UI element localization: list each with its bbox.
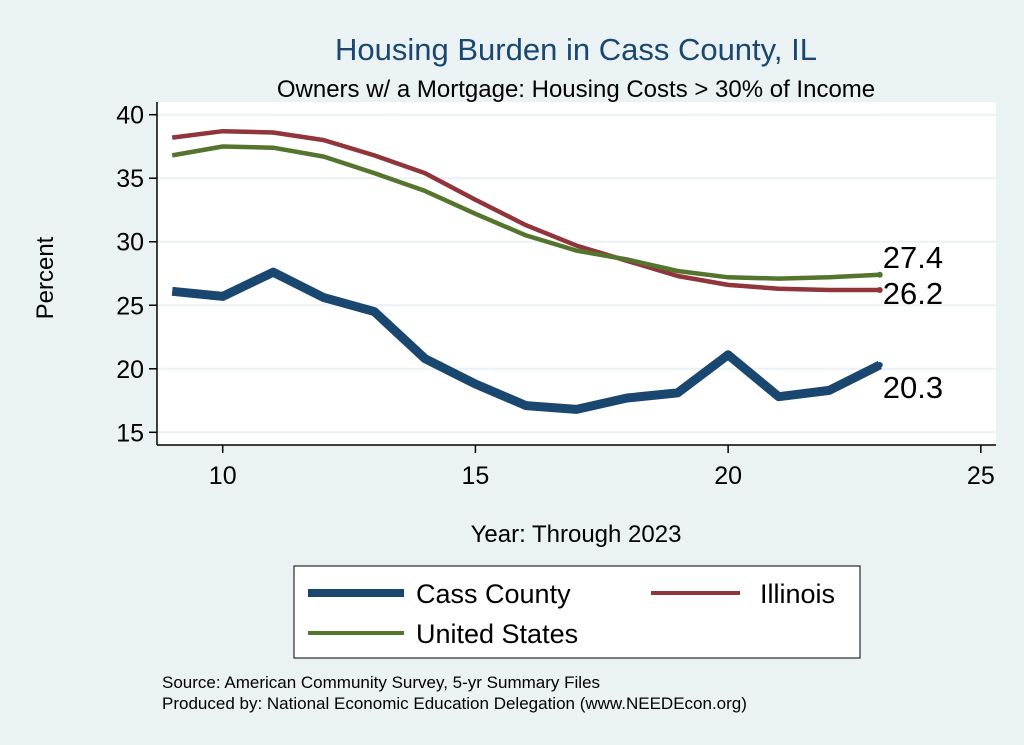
- end-point-united-states: [876, 271, 883, 278]
- chart-title: Housing Burden in Cass County, IL: [335, 32, 817, 67]
- x-tick-label: 15: [462, 462, 490, 490]
- y-tick-label: 20: [116, 356, 144, 384]
- y-axis-title: Percent: [32, 236, 59, 319]
- produced-by-note: Produced by: National Economic Education…: [162, 694, 747, 713]
- end-point-illinois: [876, 287, 883, 294]
- series-line-united-states: [171, 144, 880, 281]
- grid-lines: [157, 113, 996, 434]
- x-tick-label: 10: [209, 462, 237, 490]
- end-point-cass-county: [876, 361, 883, 368]
- legend-label-united-states: United States: [416, 619, 578, 649]
- series-line-cass-county: [171, 267, 882, 414]
- y-tick-label: 15: [116, 419, 144, 447]
- end-labels: 20.3 26.227.4: [883, 240, 943, 405]
- y-tick-label: 35: [116, 165, 144, 193]
- x-tick-label: 20: [714, 462, 742, 490]
- legend-box: [293, 565, 861, 659]
- y-tick-label: 40: [116, 102, 144, 130]
- series-lines: [171, 128, 883, 414]
- y-tick-label: 25: [116, 292, 144, 320]
- chart-subtitle: Owners w/ a Mortgage: Housing Costs > 30…: [277, 76, 875, 103]
- y-tick-label: 30: [116, 229, 144, 257]
- source-note: Source: American Community Survey, 5-yr …: [162, 673, 600, 692]
- legend-label-illinois: Illinois: [760, 579, 835, 609]
- axes: 15 20 25 30 35 40 10 15 20 25: [116, 102, 996, 490]
- x-tick-label: 25: [967, 462, 995, 490]
- plot-area: [157, 102, 996, 445]
- legend: Cass County Illinois United States: [293, 565, 861, 659]
- end-label-illinois: 26.2: [883, 276, 943, 311]
- x-axis-title: Year: Through 2023: [471, 521, 682, 548]
- end-label-cass-county: 20.3: [883, 370, 943, 405]
- series-line-illinois: [171, 128, 880, 293]
- end-label-united-states: 27.4: [883, 240, 943, 275]
- legend-label-cass-county: Cass County: [416, 579, 571, 609]
